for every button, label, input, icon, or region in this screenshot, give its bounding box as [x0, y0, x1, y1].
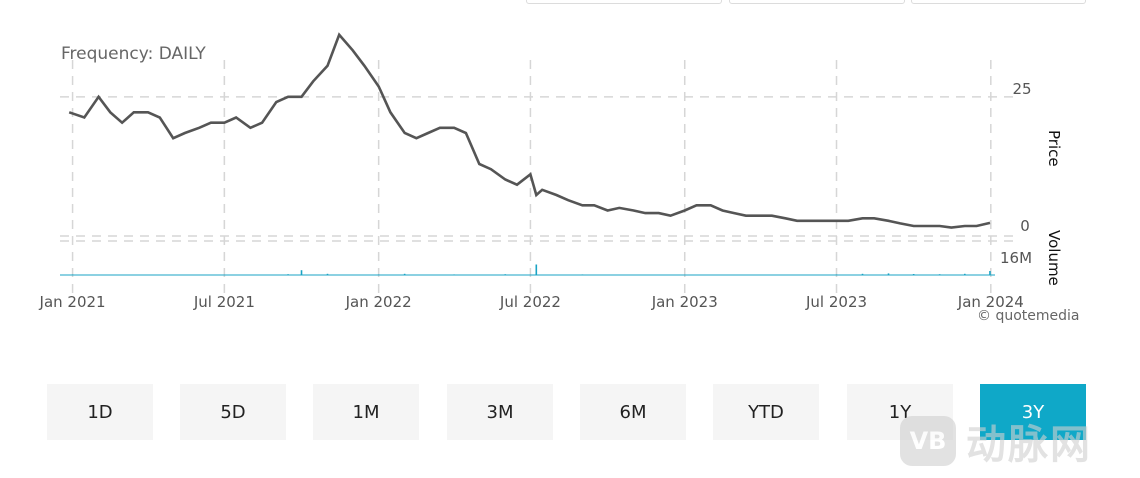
price-series-line — [68, 32, 991, 229]
range-button-ytd[interactable]: YTD — [713, 384, 819, 440]
range-button-3m[interactable]: 3M — [447, 384, 553, 440]
volume-bar — [453, 274, 455, 275]
range-button-1m[interactable]: 1M — [313, 384, 419, 440]
x-tick-label: Jan 2022 — [345, 293, 412, 311]
x-tick-label: Jan 2024 — [957, 293, 1024, 311]
x-tick-label: Jul 2021 — [193, 293, 255, 311]
volume-bar — [287, 274, 289, 275]
volume-bar — [912, 274, 915, 275]
volume-bar — [300, 270, 303, 275]
volume-axis-title: Volume — [1045, 230, 1063, 286]
volume-bar — [403, 273, 406, 275]
x-tick-label: Jan 2021 — [39, 293, 106, 311]
volume-bar — [581, 274, 584, 275]
top-tab-2[interactable] — [729, 0, 905, 4]
x-tick-label: Jan 2023 — [651, 293, 718, 311]
volume-bar — [964, 273, 966, 275]
volume-bar — [326, 273, 329, 275]
price-volume-chart: Jan 2021 Jul 2021 Jan 2022 Jul 2022 Jan 2023… — [39, 32, 1063, 311]
volume-bar — [887, 273, 890, 275]
range-button-3y[interactable]: 3Y — [980, 384, 1086, 440]
range-button-5d[interactable]: 5D — [180, 384, 286, 440]
volume-bar — [784, 274, 787, 275]
watermark-logo: VB — [900, 416, 956, 466]
range-button-6m[interactable]: 6M — [580, 384, 686, 440]
volume-bar — [535, 264, 538, 275]
watermark: VB 动脉网 — [900, 412, 1092, 470]
volume-bar — [835, 274, 838, 275]
volume-bar — [121, 274, 123, 275]
volume-tick-label: 16M — [1000, 249, 1032, 267]
x-tick-label: Jul 2023 — [805, 293, 867, 311]
volume-bar — [657, 274, 660, 275]
x-tick-label: Jul 2022 — [499, 293, 561, 311]
volume-bar — [938, 274, 941, 275]
frequency-label: Frequency: DAILY — [61, 44, 206, 64]
price-axis-title: Price — [1045, 130, 1063, 167]
volume-bar — [861, 273, 864, 275]
price-tick-label: 0 — [1020, 217, 1030, 235]
volume-bar — [71, 274, 74, 275]
volume-bar — [377, 274, 380, 275]
top-tab-1[interactable] — [526, 0, 722, 4]
top-tab-3[interactable] — [911, 0, 1086, 4]
watermark-text: 动脉网 — [966, 422, 1092, 468]
volume-bar — [989, 271, 991, 275]
volume-bar — [504, 274, 507, 275]
volume-bar — [223, 274, 226, 275]
quotemedia-credit[interactable]: © quotemedia — [977, 308, 1080, 324]
price-tick-label: 25 — [1012, 80, 1031, 98]
range-button-1d[interactable]: 1D — [47, 384, 153, 440]
